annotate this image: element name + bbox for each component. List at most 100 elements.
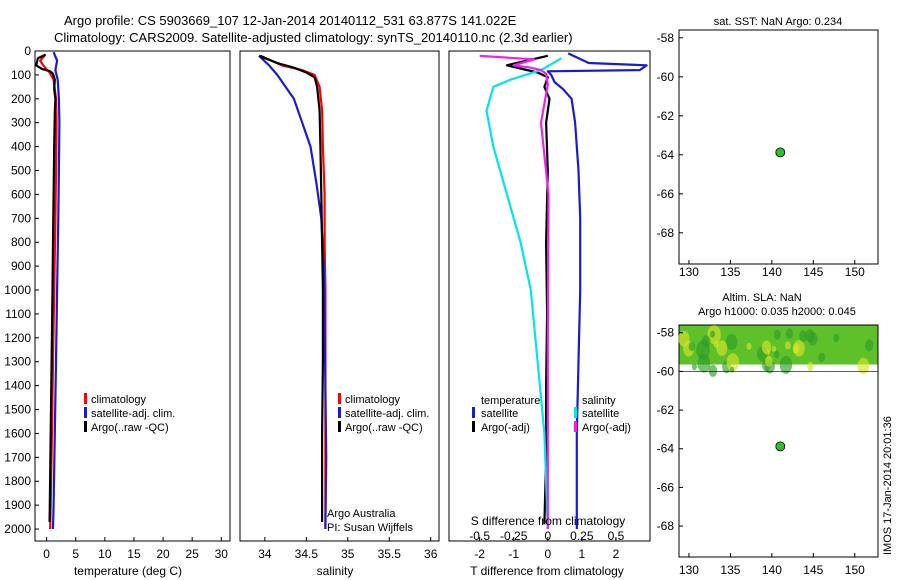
- sla-heatmap-cell: [864, 339, 874, 352]
- x-tick-label: 2: [613, 547, 620, 561]
- x-tick-label: 35.5: [378, 547, 402, 561]
- legend-swatch-climatology: [84, 393, 87, 404]
- x-tick-label: 145: [803, 563, 823, 577]
- sla-heatmap-cell: [716, 340, 728, 356]
- sla-heatmap-cell: [701, 335, 711, 348]
- x-tick-label: 25: [185, 547, 199, 561]
- sla-heatmap-cell: [772, 345, 777, 352]
- sla-heatmap-cell: [857, 357, 870, 375]
- sla-heatmap-cell: [746, 342, 752, 350]
- x-tick-label: 30: [215, 547, 229, 561]
- x-tick-label: 150: [845, 265, 865, 279]
- series-argo: [35, 53, 57, 522]
- series-satellite-adj-clim-: [51, 51, 61, 530]
- sla-map-panel: [678, 324, 879, 558]
- sla-heatmap-cell: [761, 340, 772, 355]
- salinity-xlabel: salinity: [317, 564, 354, 578]
- x-tick-label: 0: [43, 547, 50, 561]
- s-tick-label: 0.5: [608, 529, 625, 543]
- sla-heatmap-cell: [691, 363, 697, 371]
- legend-label-satellite: satellite-adj. clim.: [91, 408, 175, 420]
- temperature-chart: 0 5 10 15 20 25 300100200300400500600700800900…: [4, 44, 228, 561]
- legend-swatch-s-satellite: [574, 407, 577, 418]
- x-tick-label: 20: [156, 547, 170, 561]
- y-tick-label: 1000: [4, 283, 31, 297]
- y-tick-label: -60: [657, 70, 675, 84]
- sst-map-title: sat. SST: NaN Argo: 0.234: [714, 16, 842, 28]
- sla-heatmap-cell: [678, 330, 690, 347]
- x-tick-label: 130: [679, 563, 699, 577]
- legend-swatch-climatology: [338, 393, 341, 404]
- s-tick-label: -0.5: [469, 529, 490, 543]
- legend-label-s-argo: Argo(-adj): [582, 422, 631, 434]
- sla-heatmap-cell: [730, 366, 735, 373]
- y-tick-label: 1100: [5, 307, 31, 321]
- sla-heatmap-cell: [726, 353, 740, 372]
- sla-heatmap-cell: [785, 328, 794, 340]
- y-tick-label: 2000: [4, 522, 31, 536]
- legend-label-t-satellite: satellite: [481, 408, 518, 420]
- x-tick-label: 34.5: [295, 547, 319, 561]
- sla-heatmap-cell: [785, 341, 791, 350]
- argo-position-marker: [775, 147, 786, 158]
- legend-label-t-argo: Argo(-adj): [481, 422, 530, 434]
- sla-heatmap-cell: [710, 330, 716, 338]
- x-tick-label: 135: [720, 563, 740, 577]
- y-tick-label: -66: [657, 187, 675, 201]
- series-s-argo: [479, 54, 550, 529]
- y-tick-label: -58: [657, 31, 675, 45]
- legend-label-s-satellite: satellite: [582, 408, 619, 420]
- y-tick-label: 700: [11, 211, 31, 225]
- y-tick-label: -62: [657, 403, 675, 417]
- y-tick-label: 800: [11, 235, 31, 249]
- x-tick-label: 130: [679, 265, 699, 279]
- sla-heatmap-cell: [688, 341, 695, 352]
- series-climatology: [39, 53, 58, 530]
- y-tick-label: -60: [657, 364, 675, 378]
- sla-map-title-1: Altim. SLA: NaN: [722, 292, 802, 304]
- legend-swatch-s-argo: [574, 421, 577, 432]
- sla-heatmap-cell: [793, 346, 799, 354]
- y-tick-label: 1800: [4, 474, 31, 488]
- y-tick-label: 1700: [4, 450, 31, 464]
- sla-heatmap-cell: [779, 356, 793, 374]
- legend-label-satellite: satellite-adj. clim.: [345, 408, 429, 420]
- sla-heatmap-cell: [713, 341, 719, 348]
- y-tick-label: -58: [657, 326, 675, 340]
- legend-swatch-argo: [84, 421, 87, 432]
- y-tick-label: 1400: [4, 379, 31, 393]
- legend-swatch-satellite: [84, 407, 87, 418]
- temperature-xlabel: temperature (deg C): [74, 564, 182, 578]
- series-climatology: [260, 54, 327, 529]
- argo-position-marker: [775, 441, 786, 452]
- salinity-chart: 34 34.5 35 35.5 36: [258, 54, 438, 561]
- legend-header-temperature: temperature: [481, 395, 540, 407]
- difference-panel: [448, 50, 651, 542]
- y-tick-label: -64: [657, 148, 675, 162]
- y-tick-label: -68: [657, 226, 675, 240]
- x-tick-label: 5: [72, 547, 79, 561]
- y-tick-label: 1600: [4, 426, 31, 440]
- x-tick-label: 35: [341, 547, 355, 561]
- x-tick-label: 10: [98, 547, 112, 561]
- sla-heatmap-cell: [833, 333, 840, 343]
- y-tick-label: 300: [11, 116, 31, 130]
- sla-heatmap-cell: [765, 355, 773, 367]
- legend-swatch-argo: [338, 421, 341, 432]
- y-tick-label: 1300: [4, 355, 31, 369]
- legend-label-argo: Argo(..raw -QC): [345, 422, 423, 434]
- x-tick-label: 34: [258, 547, 272, 561]
- sla-heatmap-cell: [807, 331, 818, 346]
- y-tick-label: 0: [24, 44, 31, 58]
- sla-heatmap-cell: [708, 364, 718, 377]
- series-t-satellite: [546, 52, 648, 529]
- s-tick-label: -0.25: [500, 529, 528, 543]
- y-tick-label: 1900: [4, 498, 31, 512]
- legend-swatch-t-argo: [472, 421, 475, 432]
- temperature-legend: climatology satellite-adj. clim. Argo(..…: [84, 393, 175, 434]
- sst-map-chart: 130 135 140 145 150 -58 -60 -62 -64 -66 -68: [657, 31, 865, 279]
- x-tick-label: 1: [579, 547, 586, 561]
- x-tick-label: 135: [720, 265, 740, 279]
- sla-heatmap-cell: [773, 329, 781, 340]
